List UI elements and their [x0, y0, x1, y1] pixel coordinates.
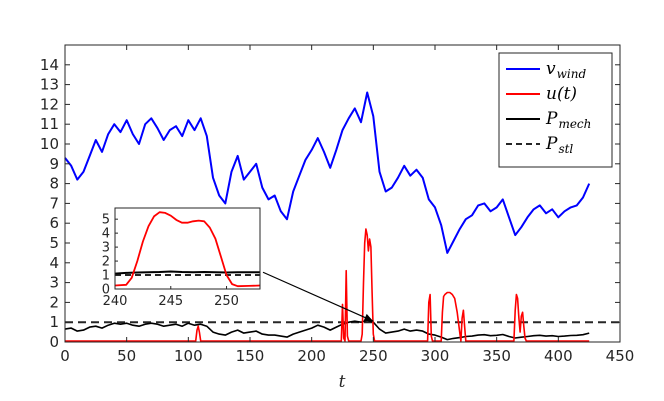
x-tick-label: 150 [236, 347, 265, 365]
inset-x-tick-label: 250 [214, 294, 239, 309]
y-tick-label: 3 [49, 274, 59, 292]
legend-label-subscript: stl [558, 142, 573, 156]
arrow-head [363, 313, 374, 322]
legend-entry: u(t) [546, 84, 577, 104]
inset-y-tick-label: 2 [102, 255, 110, 270]
plot-frame [64, 44, 621, 343]
x-axis-ticks: 0 50 100 150 200 250 300 350 400 450 [60, 45, 634, 365]
y-tick-label: 11 [40, 115, 59, 133]
y-tick-label: 5 [49, 234, 59, 252]
inset-x-axis-ticks: 240 245 250 [103, 286, 239, 309]
y-tick-label: 14 [40, 56, 59, 74]
inset-y-tick-label: 5 [102, 213, 110, 228]
y-tick-label: 1 [49, 313, 59, 331]
x-tick-label: 0 [60, 347, 70, 365]
legend-box [498, 52, 613, 168]
x-axis-title: t [339, 372, 346, 392]
y-tick-label: 12 [40, 95, 59, 113]
y-tick-label: 8 [49, 175, 59, 193]
inset-frame [114, 207, 261, 290]
y-tick-label: 9 [49, 155, 59, 173]
x-tick-label: 400 [544, 347, 573, 365]
legend-label: u(t) [546, 84, 577, 104]
series-line-v-wind [64, 91, 591, 254]
series-line-u-t [65, 228, 590, 342]
x-tick-label: 100 [174, 347, 203, 365]
zoom-arrow [262, 271, 374, 322]
inset-y-tick-label: 3 [102, 241, 110, 256]
inset-y-tick-label: 1 [102, 269, 110, 284]
legend-label: P [545, 134, 558, 154]
legend-entry: v wind [546, 59, 586, 81]
y-tick-label: 7 [49, 194, 59, 212]
legend-label-subscript: mech [558, 117, 591, 131]
x-tick-label: 250 [359, 347, 388, 365]
x-tick-label: 200 [297, 347, 326, 365]
y-tick-label: 13 [40, 76, 59, 94]
y-tick-label: 0 [49, 333, 59, 351]
series-layer [64, 91, 620, 342]
legend-label-subscript: wind [557, 67, 587, 81]
inset-y-tick-label: 0 [102, 283, 110, 298]
x-tick-label: 450 [606, 347, 635, 365]
x-tick-label: 350 [482, 347, 511, 365]
inset-x-tick-label: 240 [103, 294, 128, 309]
x-tick-label: 50 [117, 347, 136, 365]
y-tick-label: 6 [49, 214, 59, 232]
inset-series-line-u-t [114, 211, 261, 288]
y-tick-label: 4 [49, 254, 59, 272]
inset-series-line-p-mech [114, 270, 260, 275]
x-tick-label: 300 [421, 347, 450, 365]
y-tick-label: 10 [40, 135, 59, 153]
series-line-p-mech [64, 319, 590, 341]
arrow-shaft [262, 271, 374, 322]
inset-plot-area [115, 208, 260, 289]
y-tick-label: 2 [49, 293, 59, 311]
inset-series-layer [114, 211, 261, 288]
legend-label: P [545, 109, 558, 129]
legend-label: v [546, 59, 556, 79]
inset-y-tick-label: 4 [102, 227, 110, 242]
inset-x-tick-label: 245 [158, 294, 183, 309]
